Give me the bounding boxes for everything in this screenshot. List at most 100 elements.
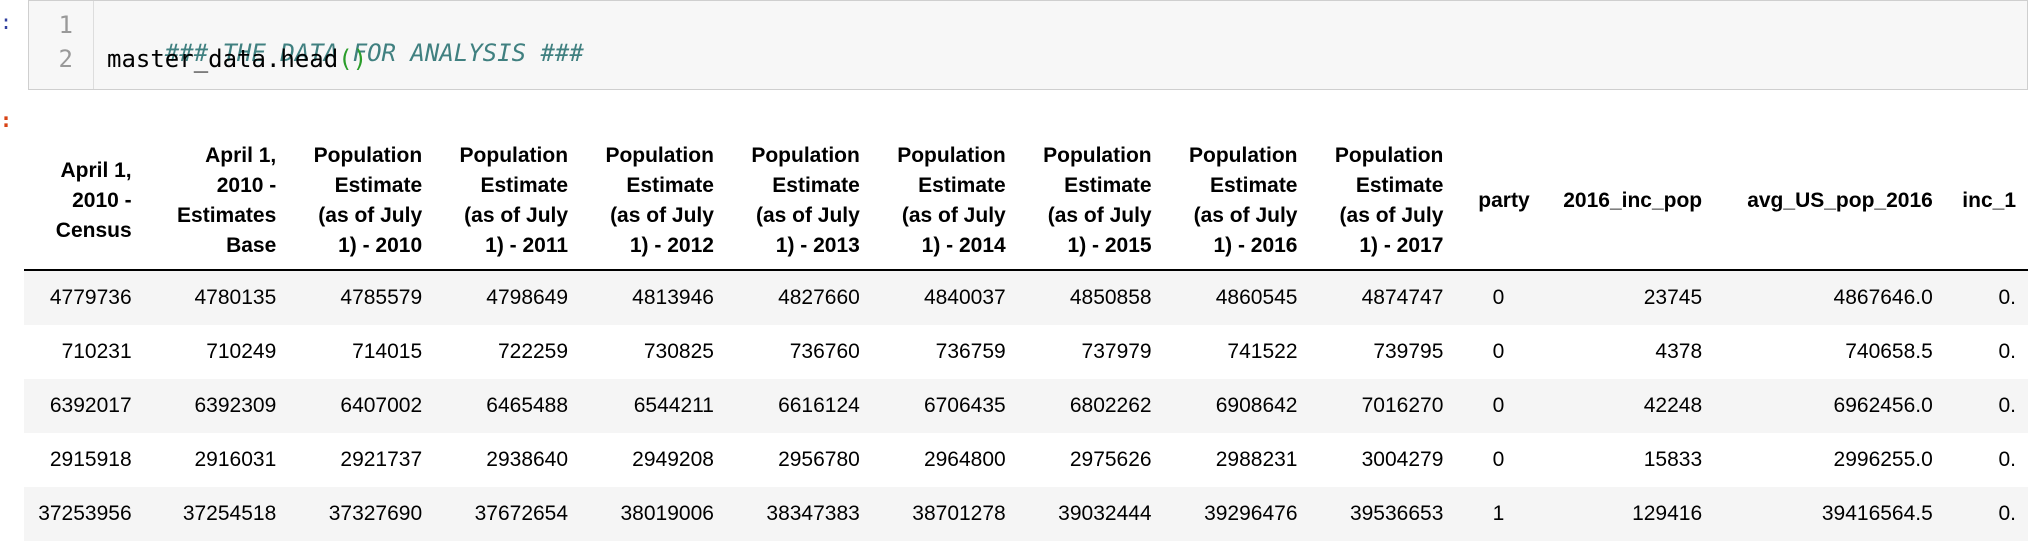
table-cell: 4850858 (1069, 286, 1152, 309)
table-cell: 4860545 (1215, 286, 1298, 309)
table-cell: 2988231 (1215, 448, 1298, 471)
table-cell: 0 (1492, 340, 1505, 363)
table-cell: 37254518 (182, 502, 277, 525)
input-prompt: : (0, 10, 13, 34)
table-cell: 39296476 (1204, 502, 1298, 525)
table-cell: 6465488 (486, 394, 569, 417)
table-cell: 6962456.0 (1833, 394, 1933, 417)
table-cell: 710249 (206, 340, 277, 363)
table-cell: 0 (1492, 448, 1505, 471)
table-cell: 39032444 (1058, 502, 1152, 525)
column-header: avg_US_pop_2016 (1747, 188, 1933, 212)
output-prompt: : (0, 108, 13, 132)
table-row: 710231 710249 714015 722259 730825 73676… (24, 325, 2028, 379)
table-cell: 42248 (1643, 394, 1703, 417)
table-cell: 0. (1998, 502, 2016, 525)
table-cell: 4779736 (49, 286, 132, 309)
table-cell: 714015 (352, 340, 423, 363)
code-expression: master_data.head (107, 45, 339, 73)
column-header: inc_1 (1962, 188, 2016, 212)
table-cell: 6908642 (1215, 394, 1298, 417)
table-cell: 3004279 (1361, 448, 1444, 471)
column-header: April 1, 2010 - Estimates Base (177, 143, 277, 257)
table-cell: 6407002 (340, 394, 423, 417)
table-cell: 6544211 (633, 394, 714, 417)
column-header: 2016_inc_pop (1563, 188, 1703, 212)
table-cell: 15833 (1643, 448, 1703, 471)
table-cell: 4785579 (340, 286, 423, 309)
table-cell: 38701278 (912, 502, 1006, 525)
code-comment: ### THE DATA FOR ANALYSIS ### (164, 39, 584, 67)
table-cell: 38019006 (620, 502, 714, 525)
table-cell: 710231 (61, 340, 132, 363)
table-cell: 2996255.0 (1833, 448, 1933, 471)
table-cell: 0 (1492, 394, 1505, 417)
code-line-1[interactable]: ### THE DATA FOR ANALYSIS ### (107, 11, 584, 95)
table-cell: 37327690 (328, 502, 423, 525)
table-cell: 4813946 (632, 286, 714, 309)
table-cell: 0. (1998, 340, 2016, 363)
table-cell: 37253956 (38, 502, 132, 525)
table-cell: 722259 (497, 340, 569, 363)
table-cell: 6392017 (49, 394, 132, 417)
table-cell: 737979 (1081, 340, 1152, 363)
table-cell: 2921737 (340, 448, 423, 471)
table-cell: 2938640 (486, 448, 569, 471)
table-cell: 4867646.0 (1833, 286, 1933, 309)
table-cell: 6392309 (194, 394, 277, 417)
table-header-row: April 1, 2010 - Census April 1, 2010 - Estim… (24, 132, 2028, 270)
table-cell: 0. (1998, 286, 2016, 309)
table-cell: 0 (1492, 286, 1505, 309)
table-cell: 741522 (1227, 340, 1298, 363)
column-header: April 1, 2010 - Census (55, 158, 132, 242)
table-cell: 1 (1492, 502, 1505, 525)
table-row: 2915918 2916031 2921737 2938640 2949208 … (24, 433, 2028, 487)
table-cell: 2915918 (49, 448, 132, 471)
code-line-2[interactable]: master_data.head() (107, 45, 367, 73)
column-header: Population Estimate (as of July 1) - 2015 (1043, 143, 1152, 257)
table-cell: 740658.5 (1845, 340, 1933, 363)
table-cell: 4874747 (1361, 286, 1444, 309)
line-number: 2 (58, 45, 73, 73)
table-cell: 4780135 (194, 286, 277, 309)
table-cell: 4378 (1655, 340, 1703, 363)
column-header: Population Estimate (as of July 1) - 2013 (751, 143, 860, 257)
table-cell: 736759 (935, 340, 1006, 363)
line-number-gutter: 1 2 (29, 1, 94, 89)
line-number: 1 (58, 11, 73, 39)
dataframe-table: April 1, 2010 - Census April 1, 2010 - Estim… (24, 132, 2028, 541)
column-header: party (1478, 188, 1530, 212)
table-cell: 2956780 (778, 448, 860, 471)
column-header: Population Estimate (as of July 1) - 2017 (1334, 143, 1444, 257)
table-cell: 37672654 (474, 502, 569, 525)
table-cell: 23745 (1643, 286, 1703, 309)
table-cell: 2964800 (923, 448, 1006, 471)
table-cell: 0. (1998, 448, 2016, 471)
table-cell: 4798649 (486, 286, 569, 309)
table-cell: 7016270 (1361, 394, 1444, 417)
table-cell: 6802262 (1069, 394, 1152, 417)
table-cell: 6616124 (778, 394, 860, 417)
table-cell: 739795 (1373, 340, 1444, 363)
code-parens: () (338, 45, 368, 73)
table-row: 4779736 4780135 4785579 4798649 4813946 … (24, 270, 2028, 325)
table-row: 37253956 37254518 37327690 37672654 3801… (24, 487, 2028, 541)
column-header: Population Estimate (as of July 1) - 2014 (897, 143, 1006, 257)
table-cell: 730825 (643, 340, 714, 363)
table-cell: 4827660 (778, 286, 860, 309)
table-row: 6392017 6392309 6407002 6465488 6544211 … (24, 379, 2028, 433)
code-cell[interactable]: 1 2 ### THE DATA FOR ANALYSIS ### master… (28, 0, 2028, 90)
table-cell: 2975626 (1069, 448, 1152, 471)
column-header: Population Estimate (as of July 1) - 2011 (459, 143, 569, 257)
table-cell: 2949208 (632, 448, 714, 471)
table-cell: 39416564.5 (1821, 502, 1933, 525)
table-cell: 4840037 (923, 286, 1006, 309)
table-cell: 38347383 (766, 502, 860, 525)
column-header: Population Estimate (as of July 1) - 2012 (605, 143, 714, 257)
table-cell: 2916031 (194, 448, 277, 471)
table-cell: 6706435 (923, 394, 1006, 417)
column-header: Population Estimate (as of July 1) - 2016 (1189, 143, 1298, 257)
table-cell: 0. (1998, 394, 2016, 417)
dataframe-output: April 1, 2010 - Census April 1, 2010 - Estim… (24, 132, 2028, 552)
table-cell: 39536653 (1349, 502, 1444, 525)
